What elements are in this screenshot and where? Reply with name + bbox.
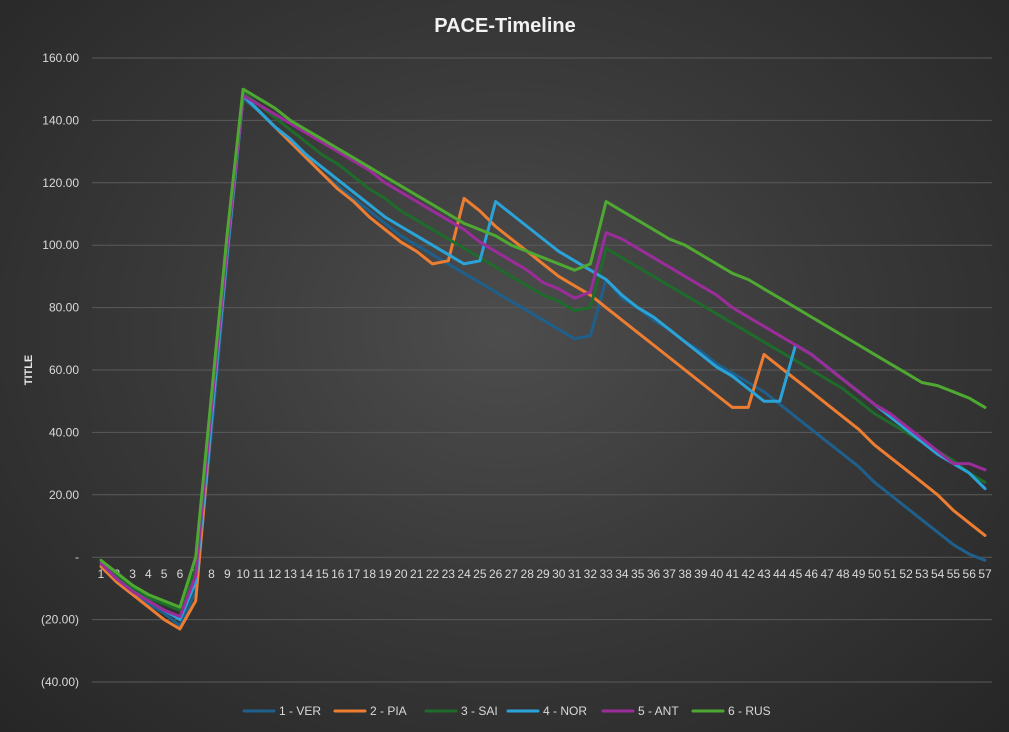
x-tick-label: 13 [284, 567, 298, 581]
legend-label: 4 - NOR [543, 704, 587, 718]
x-tick-label: 46 [805, 567, 819, 581]
x-tick-label: 38 [678, 567, 692, 581]
x-tick-label: 30 [552, 567, 566, 581]
y-tick-label: 80.00 [49, 301, 79, 315]
x-tick-label: 36 [647, 567, 661, 581]
legend-label: 1 - VER [279, 704, 321, 718]
x-tick-label: 34 [615, 567, 629, 581]
x-tick-label: 11 [253, 567, 266, 581]
x-tick-label: 55 [947, 567, 961, 581]
y-tick-label: 120.00 [42, 176, 79, 190]
x-tick-label: 35 [631, 567, 645, 581]
legend-label: 5 - ANT [638, 704, 679, 718]
x-tick-label: 28 [521, 567, 535, 581]
legend-label: 6 - RUS [728, 704, 771, 718]
y-tick-label: 140.00 [42, 113, 79, 127]
x-tick-label: 23 [442, 567, 456, 581]
x-tick-label: 20 [394, 567, 408, 581]
x-tick-label: 14 [300, 567, 314, 581]
legend: 1 - VER 2 - PIA 3 - SAI 4 - NOR 5 - ANT 6 - R… [242, 704, 771, 718]
x-tick-label: 40 [710, 567, 724, 581]
x-tick-label: 53 [915, 567, 929, 581]
y-tick-label: - [75, 550, 79, 564]
x-tick-label: 16 [331, 567, 345, 581]
y-tick-label: 20.00 [49, 488, 79, 502]
x-tick-label: 24 [457, 567, 471, 581]
y-tick-label: 100.00 [42, 238, 79, 252]
series-line-6 [99, 87, 987, 609]
gridlines [92, 57, 992, 683]
x-tick-label: 22 [426, 567, 440, 581]
x-tick-label: 19 [378, 567, 392, 581]
x-tick-label: 15 [315, 567, 329, 581]
x-tick-label: 56 [963, 567, 977, 581]
x-tick-label: 18 [363, 567, 377, 581]
y-tick-label: (20.00) [41, 613, 79, 627]
x-tick-label: 42 [742, 567, 756, 581]
x-tick-label: 21 [410, 567, 424, 581]
x-tick-label: 8 [208, 567, 215, 581]
x-tick-label: 25 [473, 567, 487, 581]
y-tick-label: 60.00 [49, 363, 79, 377]
y-tick-label: (40.00) [41, 675, 79, 689]
x-tick-label: 43 [757, 567, 771, 581]
x-tick-label: 37 [663, 567, 677, 581]
x-tick-label: 27 [505, 567, 519, 581]
legend-label: 2 - PIA [370, 704, 407, 718]
x-tick-label: 47 [820, 567, 834, 581]
series-lines [99, 87, 987, 631]
y-tick-label: 160.00 [42, 51, 79, 65]
y-axis-title: TITLE [23, 355, 35, 386]
x-tick-label: 54 [931, 567, 945, 581]
x-tick-label: 29 [536, 567, 550, 581]
x-tick-label: 6 [177, 567, 184, 581]
legend-label: 3 - SAI [461, 704, 498, 718]
x-tick-label: 33 [599, 567, 613, 581]
x-tick-label: 45 [789, 567, 803, 581]
x-axis-ticks: 1 2 3 4 5 6 7 8 9 10 11 12 13 14 15 16 17 18 19 20 21 22 23 24 2… [98, 567, 992, 581]
x-tick-label: 17 [347, 567, 361, 581]
y-axis-ticks: 160.00 140.00 120.00 100.00 80.00 60.00 40.00 2… [41, 51, 79, 689]
x-tick-label: 5 [161, 567, 168, 581]
x-tick-label: 32 [584, 567, 598, 581]
x-tick-label: 10 [236, 567, 250, 581]
y-tick-label: 40.00 [49, 425, 79, 439]
x-tick-label: 4 [145, 567, 152, 581]
x-tick-label: 48 [836, 567, 850, 581]
x-tick-label: 41 [726, 567, 740, 581]
x-tick-label: 52 [899, 567, 913, 581]
x-tick-label: 51 [884, 567, 898, 581]
series-line-1 [99, 97, 987, 628]
x-tick-label: 12 [268, 567, 282, 581]
x-tick-label: 44 [773, 567, 787, 581]
x-tick-label: 1 [98, 567, 105, 581]
x-tick-label: 3 [129, 567, 136, 581]
series-line-3 [99, 90, 987, 612]
x-tick-label: 9 [224, 567, 231, 581]
x-tick-label: 50 [868, 567, 882, 581]
x-tick-label: 49 [852, 567, 866, 581]
series-line-5 [99, 93, 987, 618]
x-tick-label: 26 [489, 567, 503, 581]
x-tick-label: 31 [568, 567, 582, 581]
x-tick-label: 39 [694, 567, 708, 581]
x-tick-label: 57 [978, 567, 992, 581]
chart-title: PACE-Timeline [434, 15, 576, 37]
